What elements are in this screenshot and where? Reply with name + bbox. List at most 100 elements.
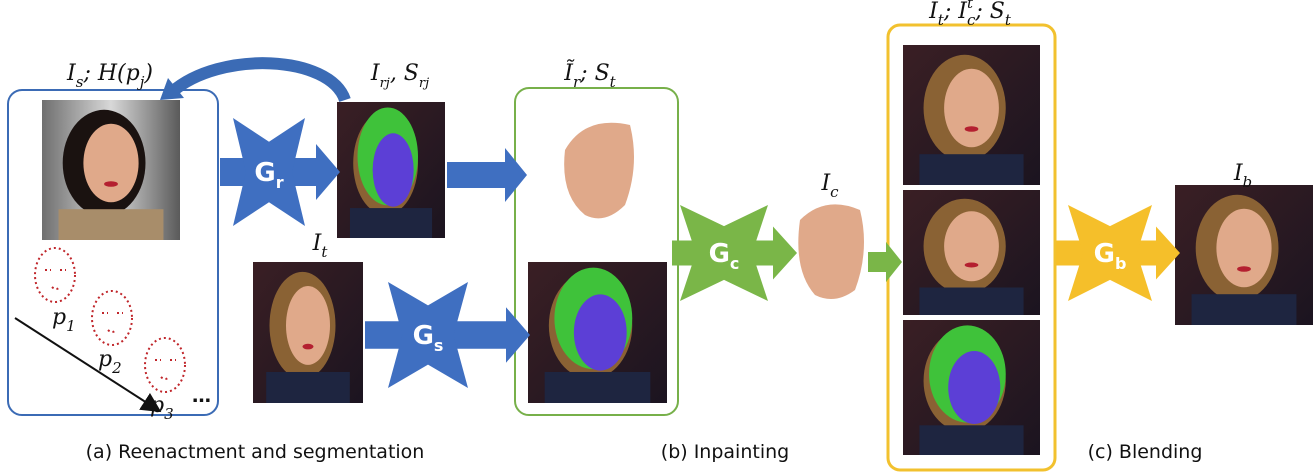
label-part: I (312, 231, 323, 256)
label-part: b (1243, 173, 1253, 191)
caption: (b) Inpainting (661, 441, 789, 463)
label-part: b (1115, 254, 1126, 273)
body (544, 371, 651, 403)
seg-face (573, 294, 627, 371)
face (944, 68, 999, 148)
label-part: r (573, 73, 581, 91)
photo (903, 190, 1040, 315)
caption: (c) Blending (1088, 441, 1203, 463)
body (1191, 294, 1297, 325)
label-part: Ĩ (563, 58, 575, 86)
body (58, 209, 164, 240)
label-part: I (66, 61, 77, 86)
flow-arrows (447, 148, 527, 202)
photo (337, 102, 445, 238)
label-part: t (1005, 11, 1012, 29)
completed-face (798, 204, 864, 299)
label: p3 (150, 393, 174, 423)
feedback-arrowhead (160, 78, 184, 100)
label-part: rj (419, 76, 429, 91)
landmarks (34, 247, 186, 393)
label: Gb (1094, 239, 1127, 273)
lips (302, 343, 314, 350)
face (83, 123, 139, 203)
label-part: ; I (943, 0, 968, 24)
photo (1175, 185, 1313, 325)
label-part: c (830, 183, 839, 201)
photo (528, 262, 667, 403)
label-part: 2 (111, 359, 122, 377)
label-part: s (76, 73, 84, 91)
generator (680, 205, 768, 301)
label: Ic (820, 171, 839, 201)
label: It; It c; St (928, 0, 1012, 29)
label-part: I (370, 61, 381, 86)
label-part: p (150, 393, 164, 418)
label: Gr (254, 158, 283, 192)
label: Irj, Srj (370, 61, 429, 91)
face (286, 285, 330, 365)
lips (964, 126, 979, 132)
feedback-arrow (168, 57, 351, 103)
face (944, 211, 999, 282)
label: Gs (413, 321, 444, 355)
label-part: I (820, 171, 831, 196)
label-part: j (137, 73, 145, 91)
label-part: I (928, 0, 939, 24)
label-part: G (413, 321, 434, 351)
label-part: c (730, 254, 739, 273)
lips (104, 181, 118, 187)
caption: (a) Reenactment and segmentation (86, 441, 425, 463)
body (919, 154, 1024, 185)
label-part: 3 (164, 405, 174, 423)
label-part: ; S (974, 0, 1004, 24)
lips (964, 262, 979, 268)
flow-arrows-green (868, 242, 902, 282)
label-part: p (52, 305, 66, 330)
photo (42, 100, 180, 240)
label-part: r (276, 173, 284, 192)
label-part: rj (380, 76, 390, 91)
body (919, 425, 1024, 455)
generator (1068, 205, 1152, 301)
seg-face (948, 351, 1001, 424)
label: Ib (1233, 161, 1252, 191)
label: Is; H(pj) (66, 61, 153, 91)
label-part: s (434, 336, 444, 355)
body (919, 287, 1024, 315)
seg-face (372, 133, 414, 207)
label-part: t (610, 73, 617, 91)
label-part: ; S (579, 61, 609, 86)
label-part: ) (143, 61, 153, 86)
generator (388, 282, 468, 388)
label-part: G (709, 239, 730, 269)
generator (233, 118, 305, 226)
label-part: G (254, 158, 275, 188)
label-part: p (98, 347, 112, 372)
label-part: I (1233, 161, 1244, 186)
label-part: t (321, 243, 328, 261)
label: Gc (709, 239, 740, 273)
photo (903, 45, 1040, 185)
label: It (312, 231, 329, 261)
label-part: c (967, 11, 976, 29)
pose-arrow (14, 317, 162, 413)
label-part: G (1094, 239, 1115, 269)
label-part: , S (390, 61, 419, 86)
label-part: t (938, 11, 945, 29)
body (349, 208, 433, 238)
lips (1237, 266, 1251, 272)
photo (903, 320, 1040, 455)
label: p2 (98, 347, 122, 377)
face (1216, 208, 1272, 288)
label-part: ; H(p (82, 61, 139, 86)
box-reenactment (7, 89, 219, 416)
photo (253, 262, 363, 403)
label-part: t (967, 0, 974, 12)
ellipsis: … (192, 385, 211, 407)
label: p1 (52, 305, 76, 335)
label-part: 1 (66, 317, 76, 335)
label: Ĩr; St (563, 58, 616, 91)
cutout-face (564, 122, 634, 219)
